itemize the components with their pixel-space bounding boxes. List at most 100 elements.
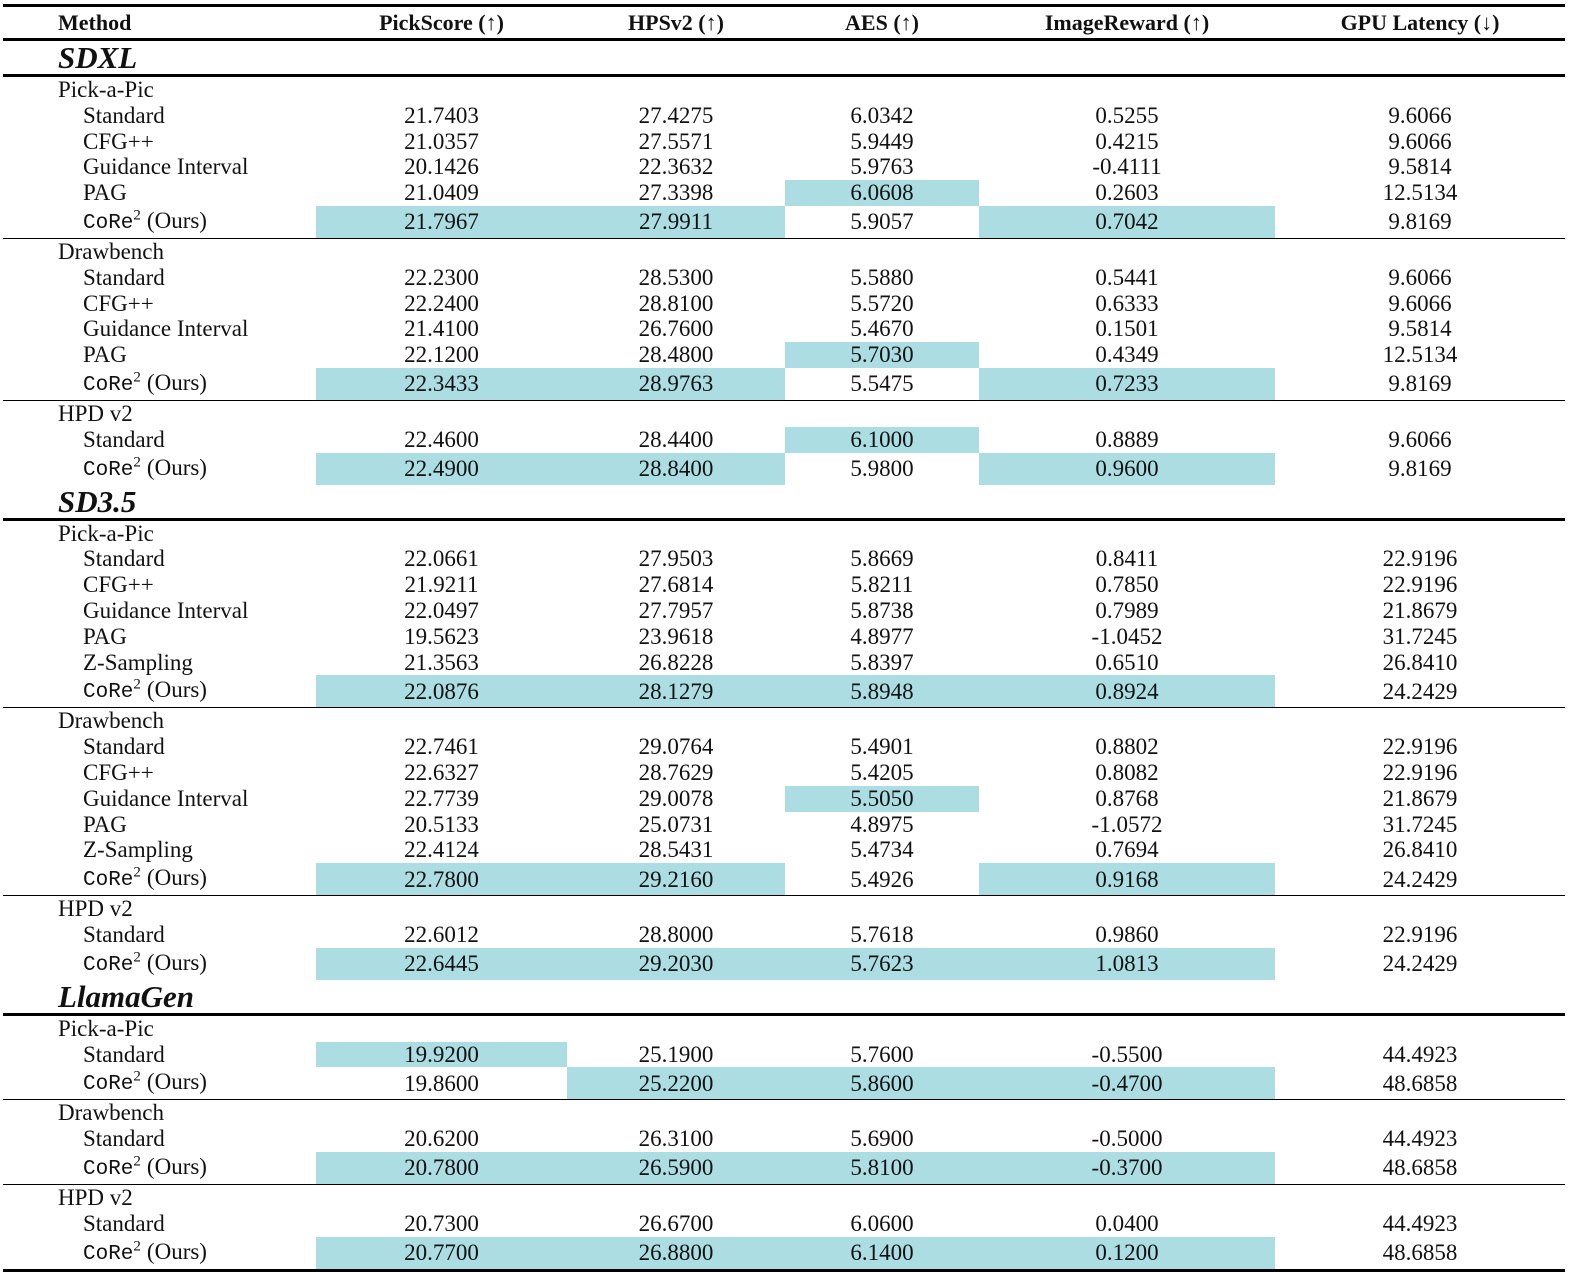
value-cell: 27.3398: [638, 180, 714, 206]
method-superscript: 2: [133, 1237, 141, 1254]
method-cell: Guidance Interval: [83, 316, 249, 342]
value-cell: 24.2429: [1382, 678, 1458, 704]
method-cell: Standard: [83, 1126, 165, 1152]
value-cell: 28.9763: [567, 367, 785, 401]
value-cell: 31.7245: [1382, 623, 1458, 649]
method-row: Guidance Interval 22.0497 27.7957 5.8738 0.7…: [3, 598, 1565, 624]
value-cell: 27.5571: [638, 128, 714, 154]
value-cell: 26.8410: [1382, 649, 1458, 675]
value-cell: -1.0452: [1091, 623, 1163, 649]
section-title: SDXL: [3, 39, 1565, 77]
value-cell: 26.3100: [638, 1126, 714, 1152]
value-cell: 5.9800: [850, 456, 914, 482]
method-name: CoRe: [83, 211, 134, 235]
value-cell: 22.2300: [404, 264, 479, 290]
value-cell: 28.5300: [638, 264, 714, 290]
value-cell: 6.1400: [785, 1236, 979, 1272]
value-cell: 9.8169: [1388, 371, 1452, 397]
value-cell: 5.8738: [850, 597, 914, 623]
value-cell: 6.1000: [785, 426, 979, 453]
value-cell: 6.0608: [785, 180, 979, 206]
method-cell: CFG++: [83, 128, 154, 154]
column-header: HPSv2 (↑): [567, 4, 785, 41]
method-cell: PAG: [83, 180, 127, 206]
group-title: Drawbench: [3, 707, 1565, 735]
value-cell: 21.8679: [1382, 597, 1458, 623]
value-cell: 26.6700: [638, 1210, 714, 1236]
value-cell: 27.6814: [638, 572, 714, 598]
method-suffix: (Ours): [146, 1153, 207, 1179]
value-cell: 21.0357: [404, 128, 479, 154]
method-suffix: (Ours): [146, 949, 207, 975]
value-cell: 22.7739: [404, 785, 479, 811]
column-header: ImageReward (↑): [979, 4, 1275, 41]
section-row: SDXL: [3, 39, 1565, 77]
value-cell: 0.7850: [1095, 572, 1159, 598]
value-cell: 5.5050: [785, 785, 979, 812]
method-name: CoRe: [83, 953, 134, 977]
value-cell: 0.4215: [1095, 128, 1159, 154]
value-cell: 0.1501: [1095, 316, 1159, 342]
group-title: HPD v2: [3, 895, 1565, 922]
method-cell: Standard: [83, 264, 165, 290]
method-superscript: 2: [133, 864, 141, 881]
value-cell: 27.4275: [638, 102, 714, 128]
method-row: Standard 22.7461 29.0764 5.4901 0.8802 22.919…: [3, 734, 1565, 760]
value-cell: 5.6900: [850, 1126, 914, 1152]
method-cell: CoRe2 (Ours): [3, 1236, 316, 1272]
value-cell: 0.9860: [1095, 921, 1159, 947]
value-cell: 48.6858: [1275, 1236, 1565, 1272]
method-row: Z-Sampling 21.3563 26.8228 5.8397 0.6510 26.8…: [3, 650, 1565, 676]
value-cell: 25.0731: [638, 811, 714, 837]
value-cell: 20.7700: [316, 1236, 567, 1272]
method-cell: CoRe2 (Ours): [3, 453, 316, 485]
value-cell: 0.8082: [1095, 759, 1159, 785]
value-cell: 28.8000: [638, 921, 714, 947]
value-cell: 26.8410: [1382, 837, 1458, 863]
value-cell: 0.7989: [1095, 597, 1159, 623]
method-row: CFG++ 21.9211 27.6814 5.8211 0.7850 22.9196: [3, 572, 1565, 598]
value-cell: 4.8977: [850, 623, 914, 649]
value-cell: 23.9618: [638, 623, 714, 649]
group-title: Pick-a-Pic: [58, 520, 154, 546]
value-cell: 5.5880: [850, 264, 914, 290]
header-row: Method PickScore (↑) HPSv2 (↑) AES (↑) Image…: [3, 4, 1565, 41]
method-row: PAG 19.5623 23.9618 4.8977 -1.0452 31.7245: [3, 624, 1565, 650]
method-superscript: 2: [133, 1153, 141, 1170]
method-cell: CoRe2 (Ours): [3, 206, 316, 239]
value-cell: 29.0764: [638, 734, 714, 760]
value-cell: 20.1426: [404, 154, 479, 180]
method-row: Standard 19.9200 25.1900 5.7600 -0.5500 44.49…: [3, 1041, 1565, 1068]
value-cell: 27.7957: [638, 597, 714, 623]
method-superscript: 2: [133, 1068, 141, 1085]
method-cell: Standard: [83, 546, 165, 572]
value-cell: 22.9196: [1382, 572, 1458, 598]
value-cell: 24.2429: [1382, 866, 1458, 892]
method-cell: Standard: [83, 102, 165, 128]
method-cell: Standard: [83, 921, 165, 947]
results-table: Method PickScore (↑) HPSv2 (↑) AES (↑) Image…: [3, 4, 1565, 1272]
method-row: CFG++ 22.2400 28.8100 5.5720 0.6333 9.6066: [3, 291, 1565, 317]
value-cell: 44.4923: [1382, 1210, 1458, 1236]
value-cell: 22.0661: [404, 546, 479, 572]
method-row: CFG++ 21.0357 27.5571 5.9449 0.4215 9.6066: [3, 129, 1565, 155]
value-cell: 28.8400: [567, 452, 785, 485]
value-cell: 22.1200: [404, 342, 479, 368]
method-cell: Z-Sampling: [83, 837, 193, 863]
method-row: Standard 22.4600 28.4400 6.1000 0.8889 9.6066: [3, 426, 1565, 453]
value-cell: -0.5500: [1091, 1041, 1163, 1067]
method-row: CFG++ 22.6327 28.7629 5.4205 0.8082 22.9196: [3, 760, 1565, 786]
value-cell: 22.0497: [404, 597, 479, 623]
method-row: PAG 20.5133 25.0731 4.8975 -1.0572 31.7245: [3, 812, 1565, 838]
method-suffix: (Ours): [146, 1238, 207, 1264]
value-cell: 5.8600: [785, 1067, 979, 1100]
method-row: Standard 20.7300 26.6700 6.0600 0.0400 44.492…: [3, 1211, 1565, 1237]
value-cell: 5.8669: [850, 546, 914, 572]
value-cell: 22.9196: [1382, 921, 1458, 947]
value-cell: 28.8100: [638, 290, 714, 316]
value-cell: 29.0078: [638, 785, 714, 811]
value-cell: 0.4349: [1095, 342, 1159, 368]
value-cell: 22.3632: [638, 154, 714, 180]
method-cell: CoRe2 (Ours): [3, 1067, 316, 1100]
value-cell: -0.3700: [979, 1151, 1275, 1185]
